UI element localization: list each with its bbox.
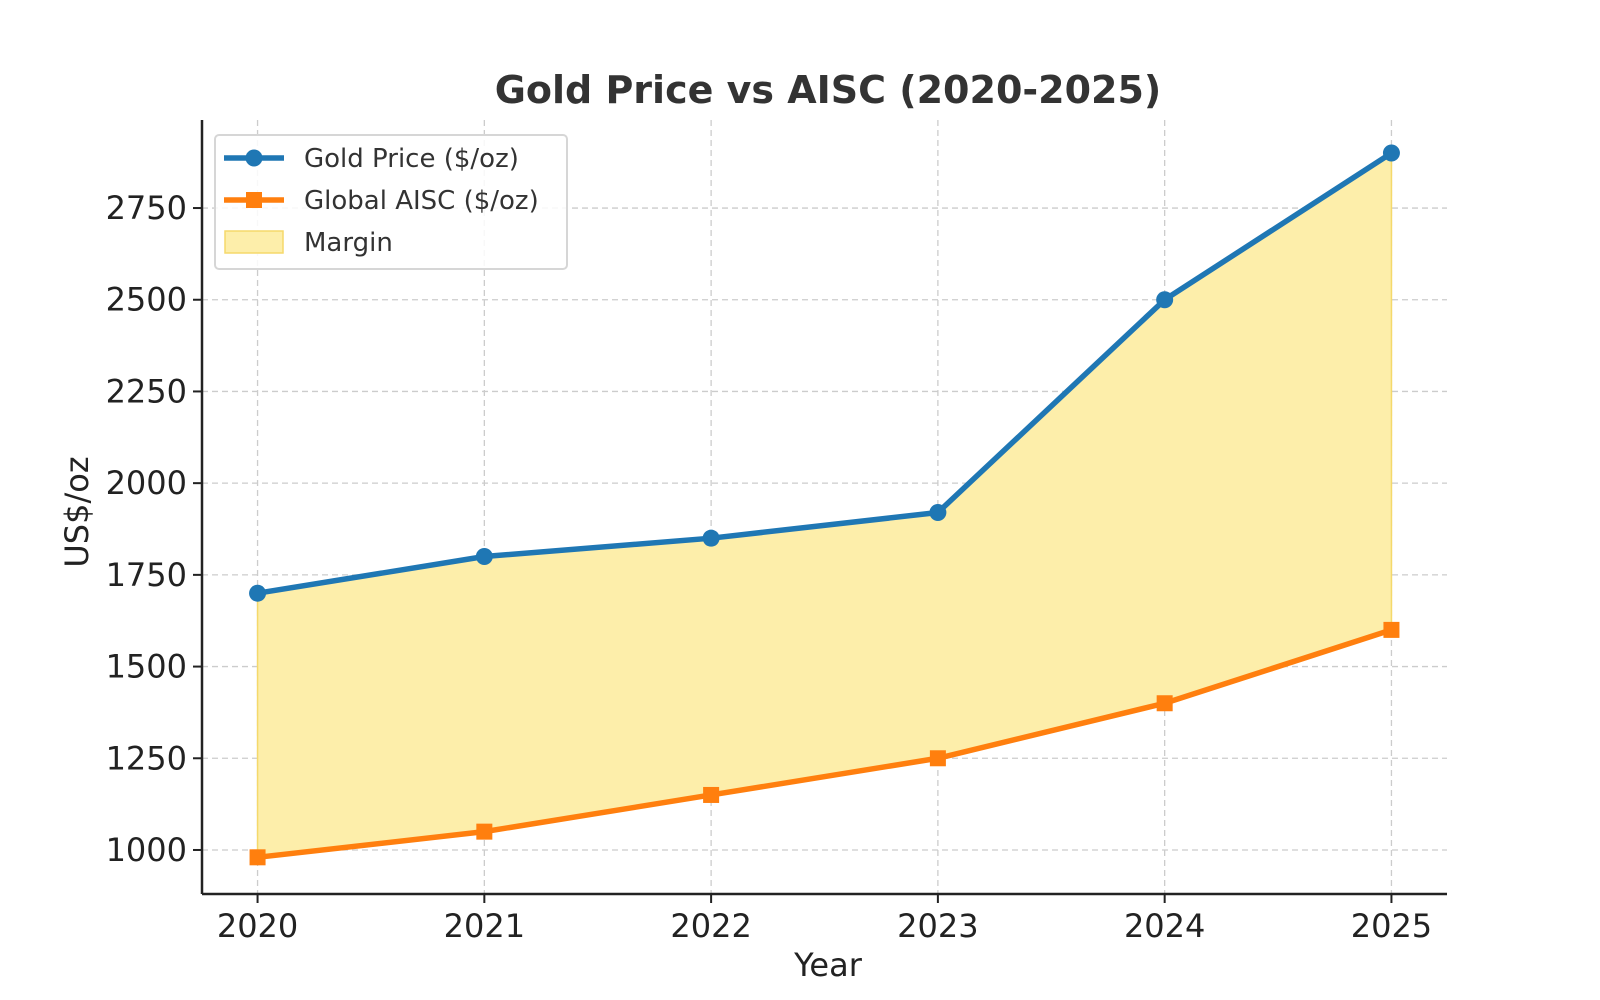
aisc-point <box>476 823 493 840</box>
legend-marker <box>245 149 263 167</box>
x-tick-label: 2025 <box>1351 907 1432 945</box>
y-tick-label: 2000 <box>106 464 187 502</box>
chart-title: Gold Price vs AISC (2020-2025) <box>495 68 1162 112</box>
gold-price-point <box>1156 291 1174 309</box>
legend-box <box>214 134 568 270</box>
gold-price-point <box>1382 144 1400 162</box>
y-tick-label: 1250 <box>106 739 187 777</box>
legend-label: Gold Price ($/oz) <box>304 144 519 174</box>
y-tick-label: 1000 <box>106 831 187 869</box>
x-tick-label: 2020 <box>217 907 298 945</box>
legend-label: Global AISC ($/oz) <box>304 186 539 216</box>
gold-price-point <box>929 504 947 522</box>
tick-labels: 1000 1250 1500 1750 2000 2250 2500 2750 2020 2021… <box>106 189 1433 945</box>
y-tick-label: 2500 <box>106 281 187 319</box>
aisc-point <box>249 849 266 866</box>
legend-marker <box>246 192 262 208</box>
gold-price-point <box>249 584 267 602</box>
aisc-point <box>1156 695 1173 712</box>
aisc-point <box>1383 621 1400 638</box>
gold-price-point <box>475 548 493 566</box>
series-group <box>249 144 1400 866</box>
y-tick-label: 2750 <box>106 189 187 227</box>
x-axis-title: Year <box>793 946 863 984</box>
y-tick-label: 2250 <box>106 372 187 410</box>
y-tick-label: 1500 <box>106 648 187 686</box>
y-axis-title: US$/oz <box>58 456 96 567</box>
gold-price-point <box>702 529 720 547</box>
legend-fill-swatch <box>224 230 284 254</box>
aisc-point <box>703 786 720 803</box>
aisc-line <box>254 627 1395 861</box>
aisc-point <box>929 750 946 767</box>
x-tick-label: 2021 <box>444 907 525 945</box>
axes <box>200 120 1447 896</box>
x-tick-label: 2024 <box>1124 907 1205 945</box>
x-tick-label: 2022 <box>670 907 751 945</box>
gold-price-line <box>254 150 1395 596</box>
x-tick-label: 2023 <box>897 907 978 945</box>
legend-label: Margin <box>304 228 393 258</box>
legend: Gold Price ($/oz) Global AISC ($/oz) Margi… <box>214 134 568 270</box>
y-tick-label: 1750 <box>106 556 187 594</box>
